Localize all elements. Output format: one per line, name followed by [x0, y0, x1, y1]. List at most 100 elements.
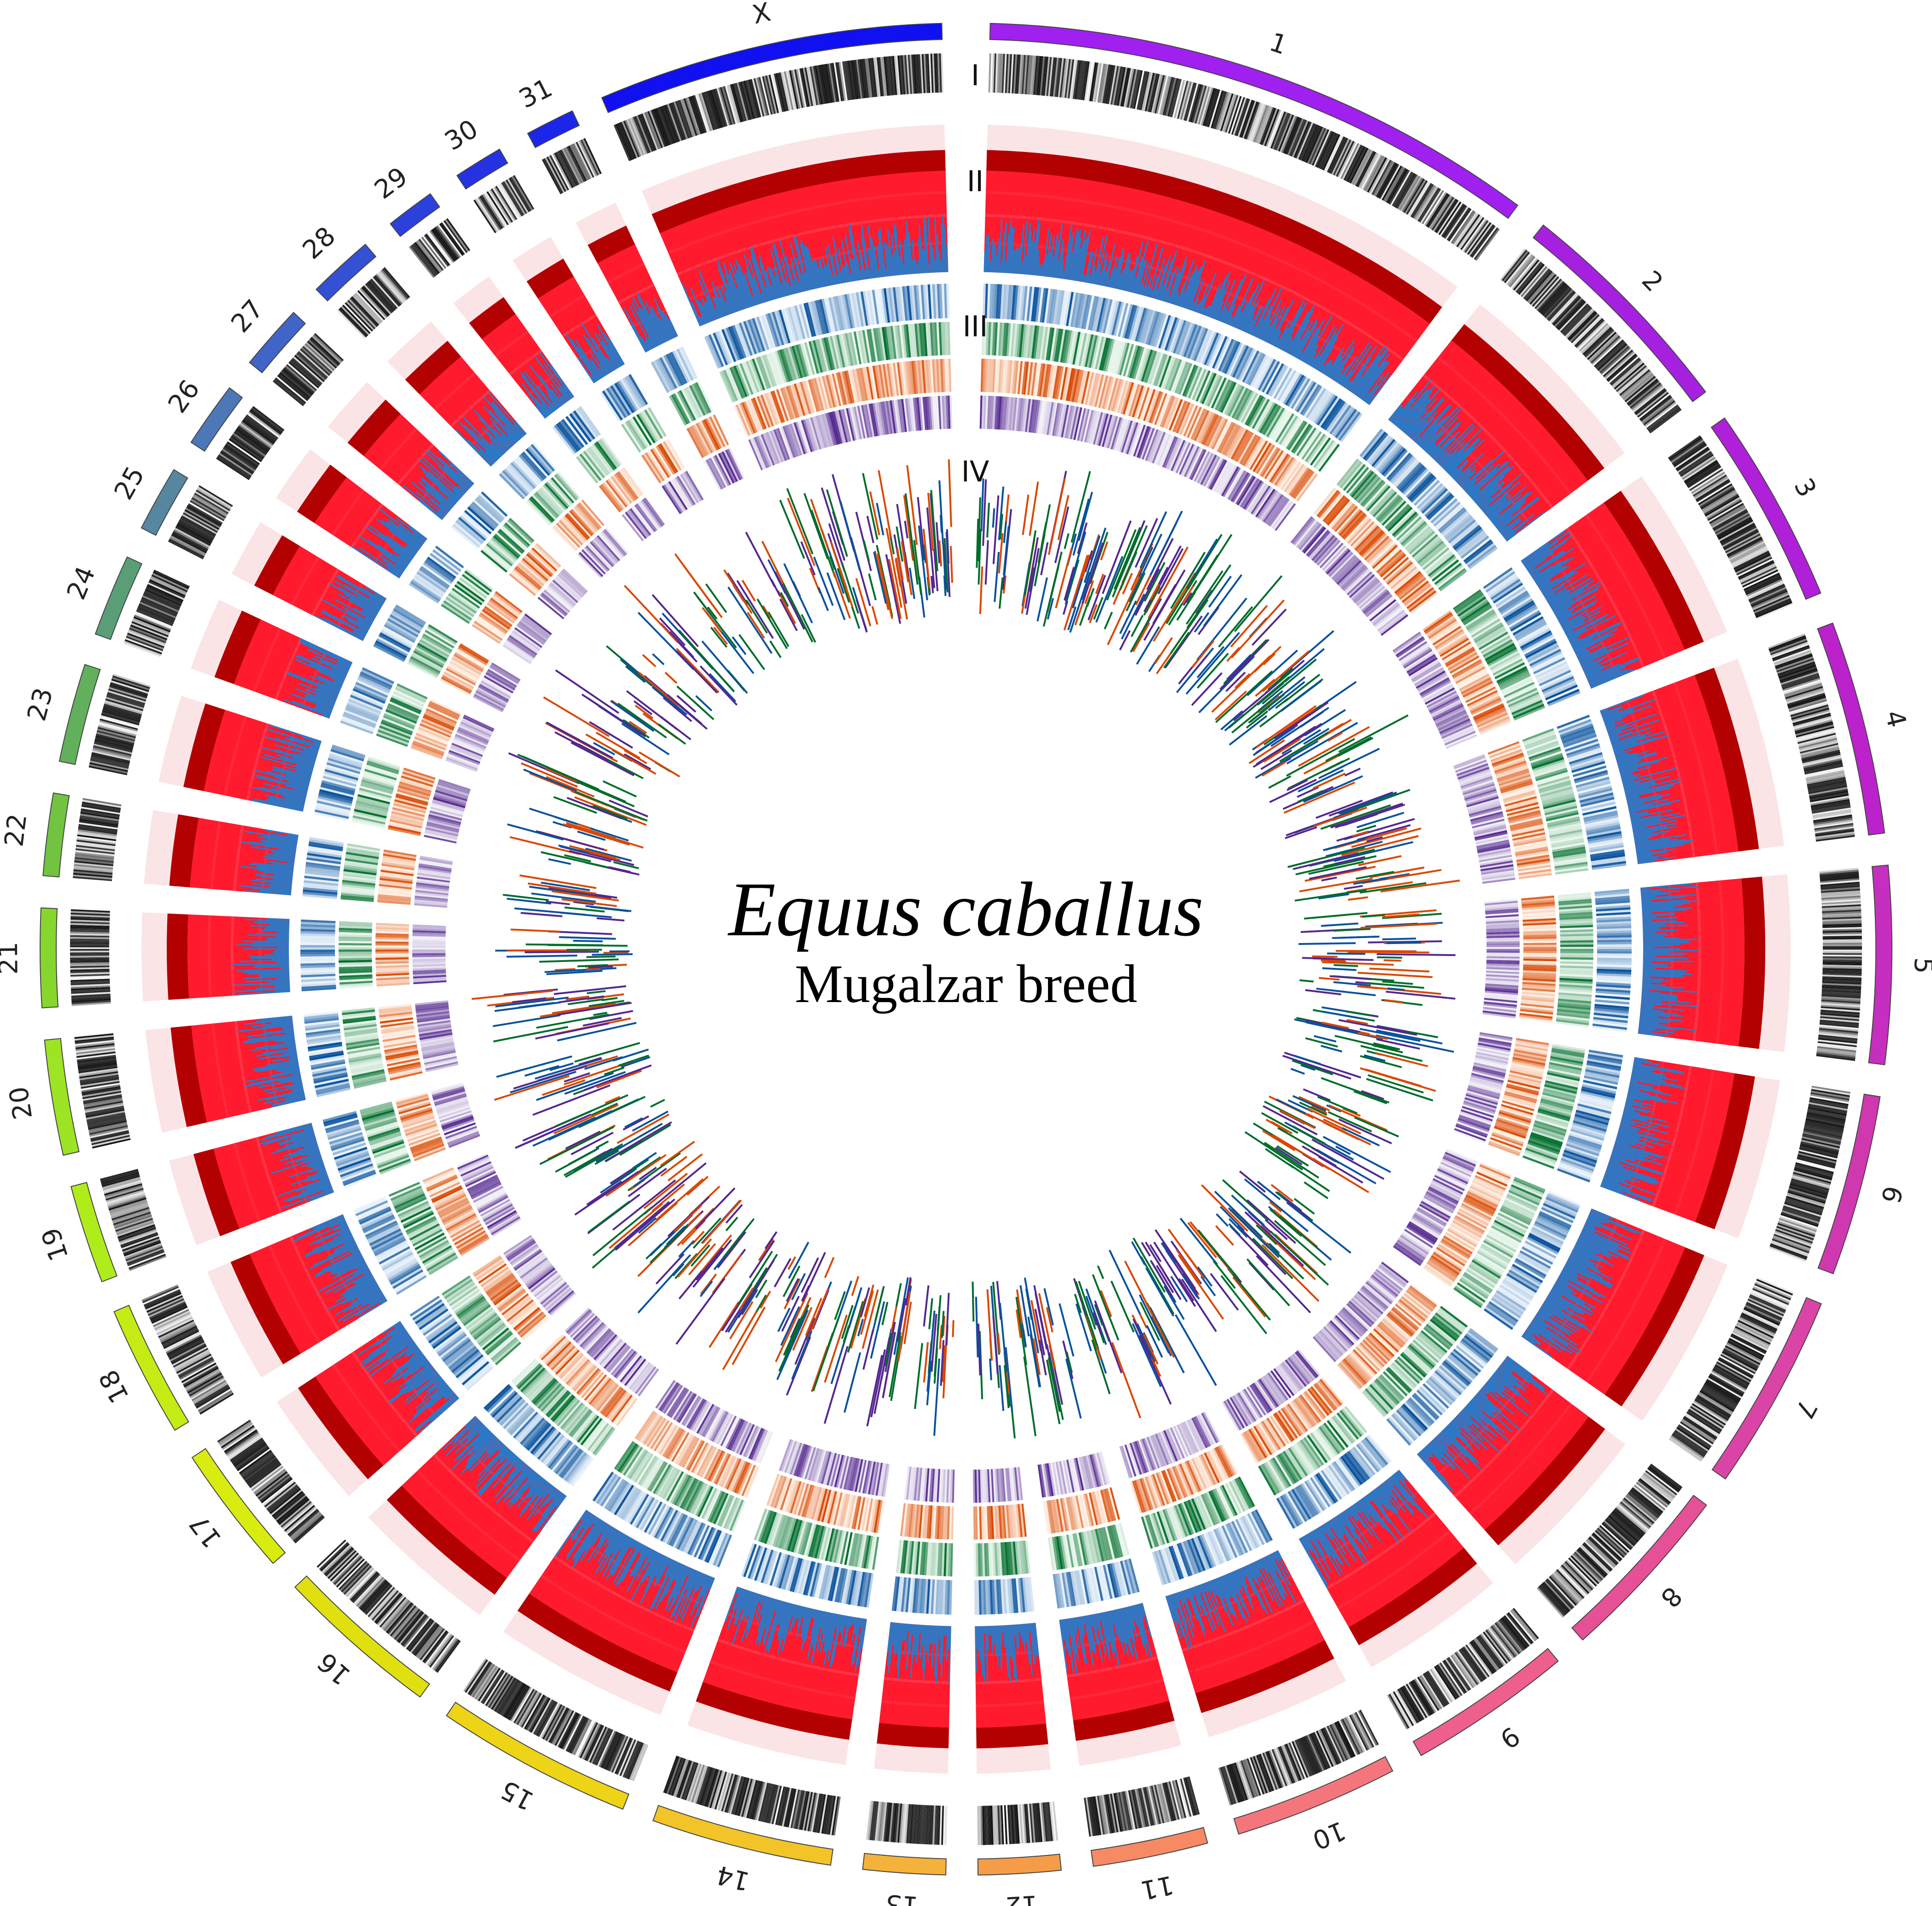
chromosome-label-1: 1	[1265, 27, 1291, 61]
track-ii-fill-15	[529, 1509, 715, 1672]
track-ii-edge-14	[696, 1682, 852, 1740]
ideogram-chr-12	[977, 1853, 1062, 1876]
chromosome-label-13: 13	[884, 1888, 919, 1906]
track-iv-ticks	[471, 459, 1460, 1439]
ideogram-chr-11	[1090, 1827, 1208, 1867]
ideogram-chr-13	[862, 1853, 947, 1876]
ideogram-chr-24	[94, 556, 143, 640]
ideogram-chr-14	[652, 1805, 834, 1866]
chromosome-label-12: 12	[1004, 1889, 1039, 1906]
chromosome-ideogram	[40, 23, 1893, 1876]
track-ii-edge-10	[1195, 1640, 1335, 1713]
track-label-i: I	[971, 59, 979, 92]
track-label-iii: III	[963, 310, 988, 343]
track-ii-fill-7	[1521, 1208, 1686, 1395]
track-ii-edge-4	[1694, 668, 1759, 852]
track-ii-edge-16	[386, 1485, 507, 1595]
track-ii-edge-2	[1451, 324, 1604, 481]
track-ii-edge-30	[527, 258, 574, 299]
chromosome-label-21: 21	[0, 942, 24, 975]
track-ii-fill-3	[1521, 502, 1685, 689]
track-ii-edge-23	[183, 703, 225, 792]
chromosome-label-15: 15	[496, 1774, 539, 1816]
ideogram-chr-2	[1532, 224, 1706, 403]
track-ii-edge-22	[169, 814, 199, 887]
track-ii-edge-20	[170, 1026, 207, 1127]
chromosome-label-2: 2	[1636, 265, 1669, 298]
ideogram-chr-15	[445, 1701, 630, 1810]
chromosome-label-20: 20	[4, 1085, 39, 1122]
track-ii-edge-25	[254, 535, 300, 595]
ideogram-chr-1	[989, 23, 1519, 219]
track-ii-fill-26	[314, 477, 427, 579]
chromosome-label-29: 29	[369, 162, 413, 205]
track-ii-edge-18	[230, 1254, 301, 1365]
ideogram-chr-23	[59, 664, 101, 765]
chromosome-label-x: X	[749, 0, 773, 30]
track-ii-edge-3	[1604, 491, 1704, 650]
chromosome-label-24: 24	[61, 562, 101, 604]
chromosome-label-28: 28	[297, 221, 341, 265]
chromosome-label-5: 5	[1908, 957, 1932, 974]
track-ii-edge-13	[877, 1723, 949, 1748]
track-ii-edge-11	[1073, 1701, 1175, 1741]
ideogram-chr-9	[1412, 1648, 1559, 1756]
chromosome-label-19: 19	[36, 1224, 75, 1265]
track-ii-edge-7	[1604, 1247, 1704, 1407]
ideogram-chr-25	[141, 469, 188, 536]
track-iii-heatmaps	[300, 283, 1632, 1615]
track-i-karyotype	[70, 53, 1862, 1845]
track-ii-edge-8	[1484, 1416, 1605, 1546]
track-ii-fill-30	[538, 276, 625, 384]
chromosome-label-18: 18	[94, 1365, 135, 1408]
chromosome-label-26: 26	[162, 375, 205, 419]
track-ii-edge-26	[297, 464, 347, 523]
ideogram-chr-7	[1711, 1297, 1822, 1480]
chromosome-label-22: 22	[0, 812, 33, 849]
chromosome-label-7: 7	[1789, 1395, 1823, 1423]
ideogram-chr-31	[527, 110, 580, 148]
track-ii-edge-24	[214, 610, 261, 684]
ideogram-chr-5	[1868, 864, 1893, 1066]
ideogram-chr-20	[44, 1038, 80, 1156]
ideogram-chr-4	[1817, 622, 1885, 836]
track-ii-edge-1	[986, 150, 1442, 324]
chromosome-label-6: 6	[1875, 1183, 1908, 1206]
track-ii-edge-31	[587, 225, 635, 264]
ideogram-chr-8	[1571, 1495, 1707, 1641]
ideogram-chr-26	[190, 387, 243, 452]
chromosome-label-11: 11	[1138, 1870, 1176, 1906]
chromosome-label-23: 23	[22, 685, 59, 724]
ideogram-chr-21	[40, 907, 59, 1009]
ideogram-chr-28	[315, 243, 377, 302]
track-ii-edge-17	[298, 1376, 384, 1479]
chromosome-label-31: 31	[514, 73, 557, 114]
chromosome-label-10: 10	[1308, 1815, 1350, 1855]
chromosome-label-30: 30	[439, 114, 483, 157]
chromosome-label-3: 3	[1788, 473, 1822, 502]
chromosome-label-25: 25	[109, 462, 151, 505]
track-ii-edge-27	[347, 399, 401, 456]
chromosome-label-8: 8	[1655, 1581, 1688, 1613]
track-ii-edge-21	[166, 913, 189, 1000]
chromosome-label-9: 9	[1494, 1720, 1525, 1754]
ideogram-chr-10	[1233, 1756, 1393, 1835]
track-ii-edge-28	[405, 340, 461, 395]
track-ii-density	[141, 124, 1791, 1774]
track-ii-edge-12	[976, 1724, 1048, 1748]
chromosome-label-27: 27	[225, 294, 269, 338]
ideogram-chr-22	[42, 792, 70, 878]
ideogram-chr-x	[601, 23, 943, 113]
ideogram-chr-17	[191, 1448, 286, 1564]
ideogram-chr-18	[113, 1304, 189, 1431]
track-ii-edge-9	[1348, 1548, 1477, 1645]
ideogram-chr-6	[1817, 1093, 1881, 1274]
ideogram-chr-16	[294, 1575, 430, 1698]
track-ii-edge-19	[193, 1149, 240, 1237]
track-label-iv: IV	[961, 455, 989, 488]
breed-subtitle: Mugalzar breed	[795, 954, 1137, 1014]
track-ii-edge-6	[1695, 1073, 1755, 1230]
track-ii-edge-x	[651, 150, 946, 234]
chromosome-label-16: 16	[312, 1647, 356, 1691]
